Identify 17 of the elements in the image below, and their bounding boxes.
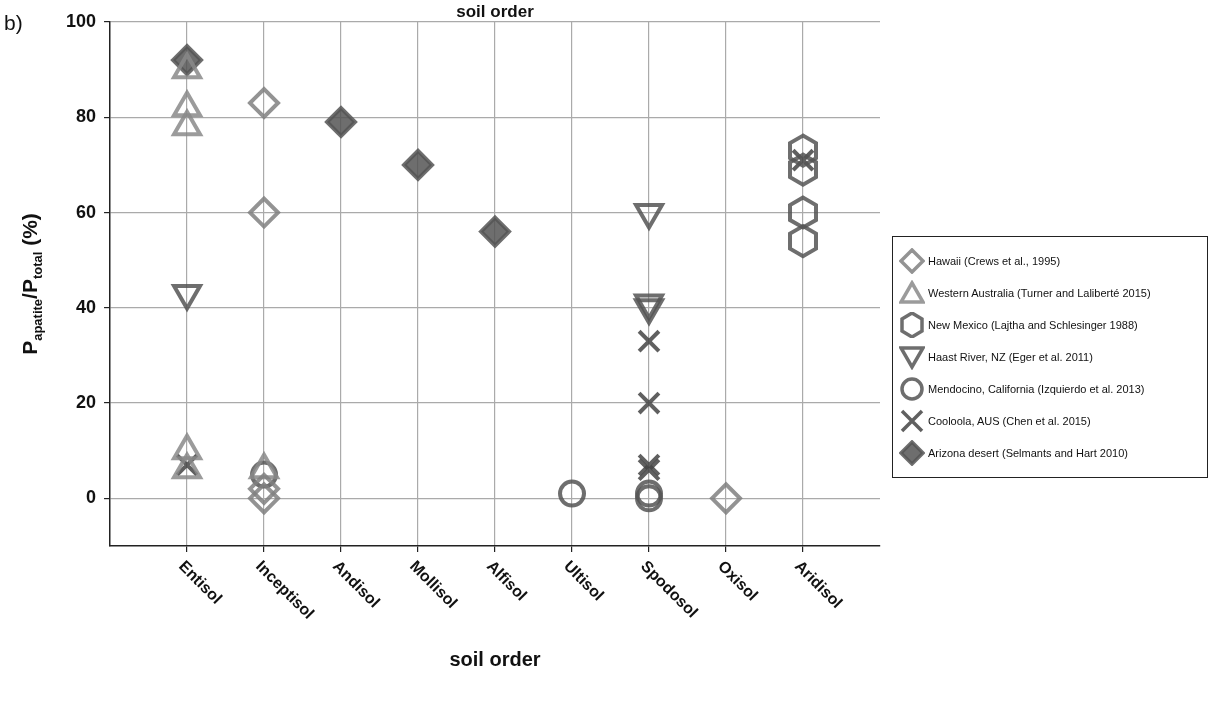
y-tick-label: 40 [76, 296, 97, 317]
y-tick-label: 0 [86, 487, 97, 508]
y-tick-label: 80 [76, 106, 97, 127]
legend-label: Cooloola, AUS (Chen et al. 2015) [928, 415, 1091, 427]
x-axis-title: soil order [449, 647, 541, 670]
chart-title: soil order [456, 2, 535, 22]
legend-label: New Mexico (Lajtha and Schlesinger 1988) [928, 319, 1138, 331]
legend-label: Western Australia (Turner and Laliberté 2015) [928, 287, 1151, 299]
text: b) [4, 11, 23, 35]
legend-label: Hawaii (Crews et al., 1995) [928, 255, 1061, 267]
y-tick-label: 100 [65, 10, 97, 31]
y-tick-label: 20 [76, 392, 97, 413]
y-axis-title: Papatite/Ptotal (%) [18, 213, 45, 355]
legend-label: Haast River, NZ (Eger et al. 2011) [928, 351, 1093, 363]
y-tick-label: 60 [76, 201, 97, 222]
legend-label: Mendocino, California (Izquierdo et al. 2013) [928, 383, 1145, 395]
legend-label: Arizona desert (Selmants and Hart 2010) [928, 447, 1128, 459]
